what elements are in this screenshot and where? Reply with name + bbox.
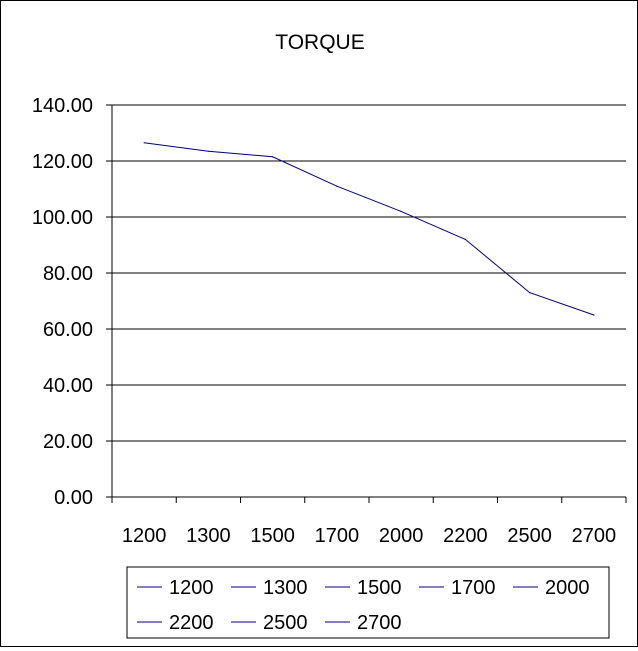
legend-label: 1200 (169, 577, 214, 599)
y-tick-label: 40.00 (43, 375, 93, 397)
data-point (336, 185, 338, 187)
x-tick-label: 2200 (443, 525, 488, 547)
x-tick-label: 1200 (122, 525, 167, 547)
data-point (593, 314, 595, 316)
data-point (400, 210, 402, 212)
x-tick-label: 2700 (572, 525, 617, 547)
y-tick-label: 60.00 (43, 319, 93, 341)
data-point (143, 142, 145, 144)
x-tick-label: 1300 (186, 525, 231, 547)
y-tick-label: 0.00 (54, 487, 93, 509)
y-tick-label: 80.00 (43, 263, 93, 285)
legend-label: 2200 (169, 612, 214, 634)
y-tick-label: 20.00 (43, 431, 93, 453)
chart-title: TORQUE (275, 31, 364, 54)
legend-label: 1300 (263, 577, 308, 599)
legend-label: 2500 (263, 612, 308, 634)
y-tick-label: 120.00 (32, 151, 93, 173)
legend-label: 1700 (451, 577, 496, 599)
y-tick-label: 140.00 (32, 95, 93, 117)
data-point (529, 292, 531, 294)
x-tick-label: 1700 (315, 525, 360, 547)
legend-label: 2700 (357, 612, 402, 634)
legend-box (126, 566, 610, 639)
legend-label: 2000 (545, 577, 590, 599)
data-point (464, 238, 466, 240)
x-tick-label: 2500 (507, 525, 552, 547)
x-tick-label: 2000 (379, 525, 424, 547)
legend-label: 1500 (357, 577, 402, 599)
data-point (272, 156, 274, 158)
x-tick-label: 1500 (250, 525, 295, 547)
data-point (207, 150, 209, 152)
torque-line (144, 142, 595, 316)
y-tick-label: 100.00 (32, 207, 93, 229)
